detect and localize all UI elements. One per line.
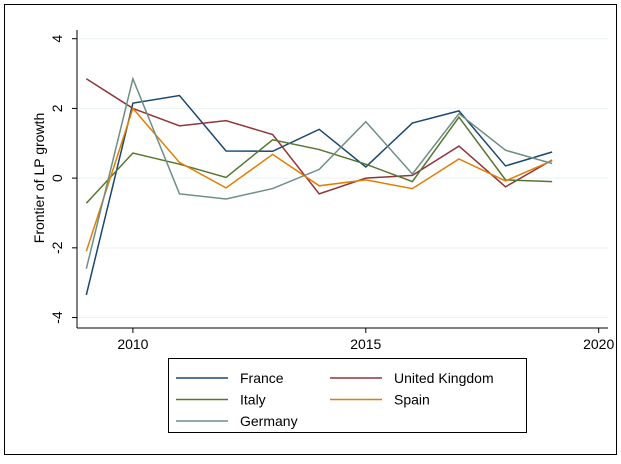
legend-label: Spain [394, 392, 430, 408]
y-tick-label: 4 [49, 35, 65, 43]
legend-label: United Kingdom [394, 370, 494, 386]
legend-label: Germany [240, 413, 298, 429]
y-tick-label: 2 [49, 104, 65, 112]
x-tick-label: 2010 [117, 336, 148, 352]
series-line [85, 106, 553, 252]
legend-box [168, 358, 527, 433]
y-axis-title: Frontier of LP growth [31, 113, 47, 243]
y-tick-label: -2 [49, 241, 65, 254]
series-line [85, 94, 553, 296]
series-line [85, 78, 553, 195]
x-tick-label: 2020 [583, 336, 614, 352]
y-tick-label: 0 [49, 174, 65, 182]
y-tick-label: -4 [49, 311, 65, 324]
x-tick-label: 2015 [350, 336, 381, 352]
series-line [85, 115, 553, 204]
series-line [85, 76, 553, 269]
legend-label: France [240, 370, 284, 386]
legend-label: Italy [240, 392, 266, 408]
